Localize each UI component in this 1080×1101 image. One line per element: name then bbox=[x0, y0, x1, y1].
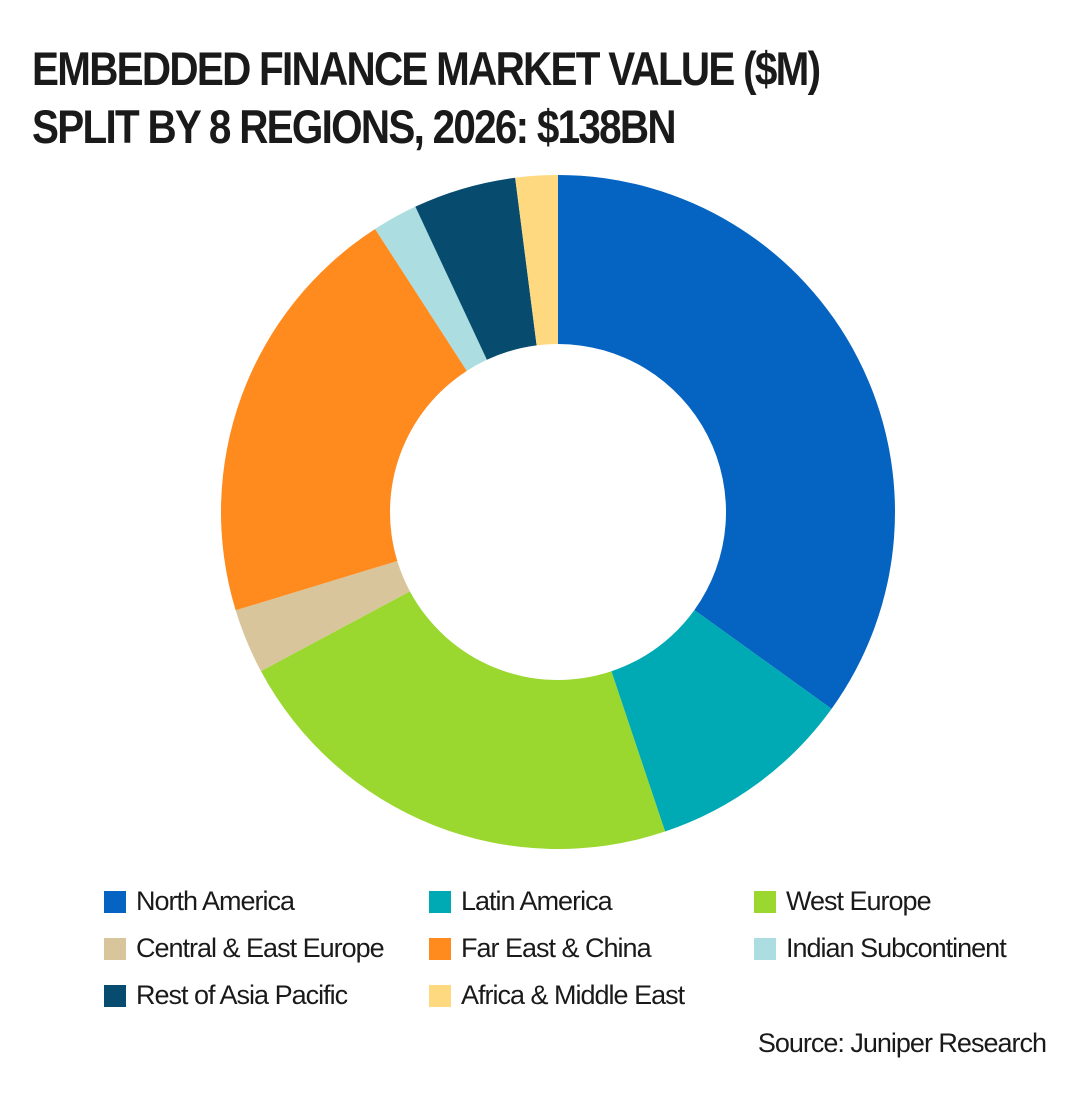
chart-title: EMBEDDED FINANCE MARKET VALUE ($M) SPLIT… bbox=[32, 42, 821, 153]
donut-slice bbox=[260, 591, 666, 849]
donut-slice bbox=[558, 175, 895, 709]
legend-item: North America bbox=[104, 886, 295, 917]
legend-swatch bbox=[429, 890, 451, 913]
legend-item: Africa & Middle East bbox=[429, 980, 685, 1011]
legend-item: West Europe bbox=[754, 886, 932, 917]
chart bbox=[221, 175, 895, 849]
legend-label: North America bbox=[136, 886, 295, 916]
legend-swatch bbox=[104, 984, 126, 1007]
legend-swatch bbox=[429, 937, 451, 960]
legend-label: West Europe bbox=[786, 886, 932, 916]
legend-item: Latin America bbox=[429, 886, 613, 917]
legend-item: Far East & China bbox=[429, 933, 652, 964]
legend-swatch bbox=[104, 937, 126, 960]
donut-slice bbox=[611, 610, 832, 832]
legend-label: Central & East Europe bbox=[136, 933, 385, 963]
legend-label: Indian Subcontinent bbox=[786, 933, 1007, 963]
donut-slice bbox=[515, 175, 558, 346]
legend-label: Rest of Asia Pacific bbox=[136, 980, 348, 1010]
legend-swatch bbox=[754, 937, 776, 960]
donut-slice bbox=[375, 206, 487, 371]
legend-item: Rest of Asia Pacific bbox=[104, 980, 348, 1011]
legend-label: Far East & China bbox=[461, 933, 652, 963]
donut-slice bbox=[235, 560, 410, 672]
legend-label: Latin America bbox=[461, 886, 613, 916]
legend-swatch bbox=[429, 984, 451, 1007]
legend-label: Africa & Middle East bbox=[461, 980, 685, 1010]
donut-slice bbox=[415, 177, 537, 360]
donut-slice bbox=[221, 228, 467, 611]
legend-swatch bbox=[754, 890, 776, 913]
legend-item: Indian Subcontinent bbox=[754, 933, 1007, 964]
legend-item: Central & East Europe bbox=[104, 933, 385, 964]
legend-swatch bbox=[104, 890, 126, 913]
source-note: Source: Juniper Research bbox=[757, 1028, 1047, 1058]
